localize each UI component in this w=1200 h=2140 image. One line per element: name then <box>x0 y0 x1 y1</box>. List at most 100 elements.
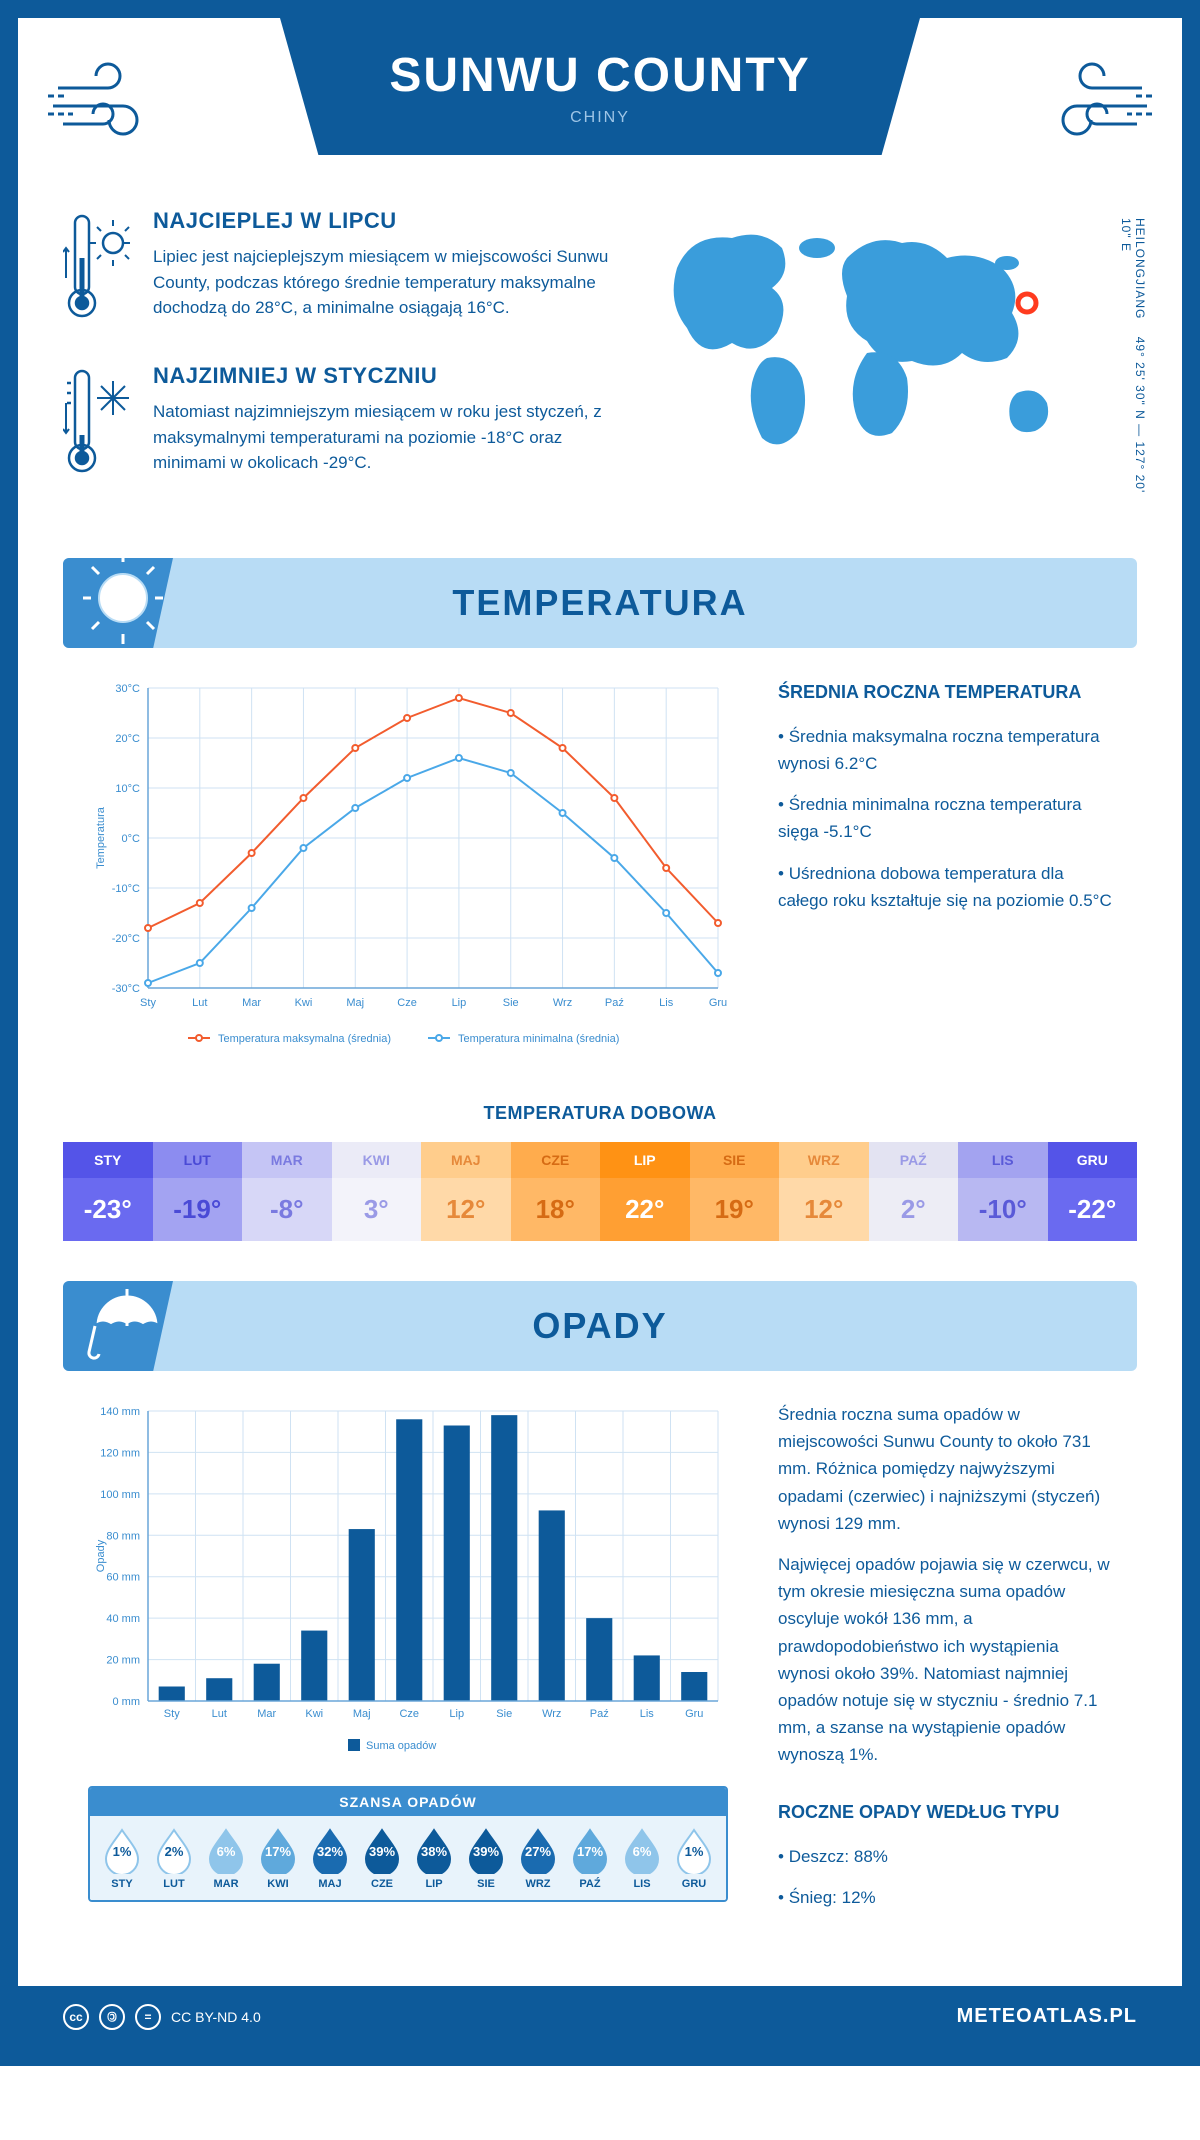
precip-p2: Najwięcej opadów pojawia się w czerwcu, … <box>778 1551 1112 1769</box>
precipitation-banner: OPADY <box>63 1281 1137 1371</box>
coldest-title: NAJZIMNIEJ W STYCZNIU <box>153 363 617 389</box>
temperature-heading: TEMPERATURA <box>452 582 747 624</box>
svg-text:100 mm: 100 mm <box>100 1489 140 1501</box>
warmest-block: NAJCIEPLEJ W LIPCU Lipiec jest najcieple… <box>63 208 617 333</box>
wind-icon <box>48 58 168 153</box>
license-label: CC BY-ND 4.0 <box>171 2009 261 2025</box>
svg-text:30°C: 30°C <box>115 683 140 695</box>
precip-by-type-heading: ROCZNE OPADY WEDŁUG TYPU <box>778 1798 1112 1827</box>
wind-icon <box>1032 58 1152 153</box>
warmest-title: NAJCIEPLEJ W LIPCU <box>153 208 617 234</box>
svg-text:Mar: Mar <box>257 1708 276 1720</box>
svg-text:Sty: Sty <box>140 997 156 1009</box>
svg-text:40 mm: 40 mm <box>106 1613 140 1625</box>
annual-temp-bullet: • Średnia maksymalna roczna temperatura … <box>778 723 1112 777</box>
precipitation-heading: OPADY <box>532 1305 667 1347</box>
svg-text:Temperatura: Temperatura <box>95 806 107 869</box>
annual-temp-bullet: • Uśredniona dobowa temperatura dla całe… <box>778 860 1112 914</box>
rain-chance-cell: 17%KWI <box>252 1826 304 1890</box>
daily-temp-cell: KWI3° <box>332 1142 422 1241</box>
svg-text:Cze: Cze <box>399 1708 419 1720</box>
daily-temp-heading: TEMPERATURA DOBOWA <box>18 1103 1182 1124</box>
daily-temp-cell: CZE18° <box>511 1142 601 1241</box>
coordinates-label: HEILONGJIANG 49° 25' 30" N — 127° 20' 10… <box>1119 218 1147 518</box>
site-name: METEOATLAS.PL <box>957 2005 1137 2028</box>
svg-text:Gru: Gru <box>685 1708 703 1720</box>
svg-text:0°C: 0°C <box>122 833 141 845</box>
rain-chance-cell: 17%PAŹ <box>564 1826 616 1890</box>
svg-text:20 mm: 20 mm <box>106 1655 140 1667</box>
warmest-text: Lipiec jest najcieplejszym miesiącem w m… <box>153 244 617 321</box>
annual-temp-heading: ŚREDNIA ROCZNA TEMPERATURA <box>778 678 1112 707</box>
temperature-annual-text: ŚREDNIA ROCZNA TEMPERATURA • Średnia mak… <box>778 678 1112 1063</box>
svg-text:10°C: 10°C <box>115 783 140 795</box>
svg-text:Mar: Mar <box>242 997 261 1009</box>
rain-chance-cell: 27%WRZ <box>512 1826 564 1890</box>
svg-text:Lis: Lis <box>659 997 674 1009</box>
daily-temp-table: STY-23°LUT-19°MAR-8°KWI3°MAJ12°CZE18°LIP… <box>63 1142 1137 1241</box>
rain-chance-cell: 32%MAJ <box>304 1826 356 1890</box>
daily-temp-cell: WRZ12° <box>779 1142 869 1241</box>
svg-text:Lut: Lut <box>212 1708 227 1720</box>
daily-temp-cell: GRU-22° <box>1048 1142 1138 1241</box>
rain-chance-box: SZANSA OPADÓW 1%STY2%LUT6%MAR17%KWI32%MA… <box>88 1786 728 1902</box>
cc-icon: cc <box>63 2004 89 2030</box>
svg-text:Sie: Sie <box>496 1708 512 1720</box>
page-subtitle: CHINY <box>320 109 880 127</box>
rain-chance-cell: 39%SIE <box>460 1826 512 1890</box>
svg-text:120 mm: 120 mm <box>100 1447 140 1459</box>
svg-text:140 mm: 140 mm <box>100 1406 140 1418</box>
svg-text:Opady: Opady <box>95 1539 107 1572</box>
thermometer-hot-icon <box>63 208 133 333</box>
world-map-icon <box>657 208 1097 468</box>
by-icon: 🄯 <box>99 2004 125 2030</box>
map-block: HEILONGJIANG 49° 25' 30" N — 127° 20' 10… <box>657 208 1137 518</box>
svg-text:Wrz: Wrz <box>553 997 572 1009</box>
daily-temp-cell: SIE19° <box>690 1142 780 1241</box>
thermometer-cold-icon <box>63 363 133 488</box>
precipitation-chart: 0 mm 20 mm 40 mm 60 mm 80 mm 100 mm 120 mm 140 … <box>88 1401 728 1761</box>
svg-text:0 mm: 0 mm <box>113 1696 141 1708</box>
rain-chance-cell: 1%STY <box>96 1826 148 1890</box>
rain-chance-cell: 1%GRU <box>668 1826 720 1890</box>
svg-text:Maj: Maj <box>346 997 364 1009</box>
svg-text:Temperatura maksymalna (średni: Temperatura maksymalna (średnia) <box>218 1033 391 1045</box>
coldest-text: Natomiast najzimniejszym miesiącem w rok… <box>153 399 617 476</box>
daily-temp-cell: PAŹ2° <box>869 1142 959 1241</box>
temperature-banner: TEMPERATURA <box>63 558 1137 648</box>
title-ribbon: SUNWU COUNTY CHINY <box>280 18 920 155</box>
svg-text:Lut: Lut <box>192 997 207 1009</box>
sun-icon <box>83 548 163 653</box>
svg-text:Gru: Gru <box>709 997 727 1009</box>
page-title: SUNWU COUNTY <box>320 48 880 103</box>
precip-p1: Średnia roczna suma opadów w miejscowośc… <box>778 1401 1112 1537</box>
daily-temp-cell: LIS-10° <box>958 1142 1048 1241</box>
header: SUNWU COUNTY CHINY <box>18 18 1182 178</box>
svg-text:Paź: Paź <box>605 997 624 1009</box>
svg-text:Kwi: Kwi <box>305 1708 323 1720</box>
daily-temp-cell: MAR-8° <box>242 1142 332 1241</box>
svg-text:-10°C: -10°C <box>112 883 140 895</box>
svg-text:Temperatura minimalna (średnia: Temperatura minimalna (średnia) <box>458 1033 619 1045</box>
rain-chance-cell: 39%CZE <box>356 1826 408 1890</box>
svg-text:Lip: Lip <box>449 1708 464 1720</box>
daily-temp-cell: STY-23° <box>63 1142 153 1241</box>
coldest-block: NAJZIMNIEJ W STYCZNIU Natomiast najzimni… <box>63 363 617 488</box>
precip-type-bullet: • Śnieg: 12% <box>778 1884 1112 1911</box>
temperature-chart: -30°C-20°C-10°C0°C10°C20°C30°CStyLutMarK… <box>88 678 728 1063</box>
rain-chance-cell: 6%MAR <box>200 1826 252 1890</box>
svg-text:Suma opadów: Suma opadów <box>366 1740 436 1752</box>
svg-text:60 mm: 60 mm <box>106 1572 140 1584</box>
svg-text:Lip: Lip <box>452 997 467 1009</box>
svg-text:Kwi: Kwi <box>295 997 313 1009</box>
svg-text:80 mm: 80 mm <box>106 1530 140 1542</box>
svg-text:Sty: Sty <box>164 1708 180 1720</box>
svg-text:-30°C: -30°C <box>112 983 140 995</box>
nd-icon: = <box>135 2004 161 2030</box>
daily-temp-cell: LUT-19° <box>153 1142 243 1241</box>
svg-text:Lis: Lis <box>640 1708 655 1720</box>
svg-text:Sie: Sie <box>503 997 519 1009</box>
svg-text:Wrz: Wrz <box>542 1708 561 1720</box>
rain-chance-cell: 6%LIS <box>616 1826 668 1890</box>
svg-text:-20°C: -20°C <box>112 933 140 945</box>
